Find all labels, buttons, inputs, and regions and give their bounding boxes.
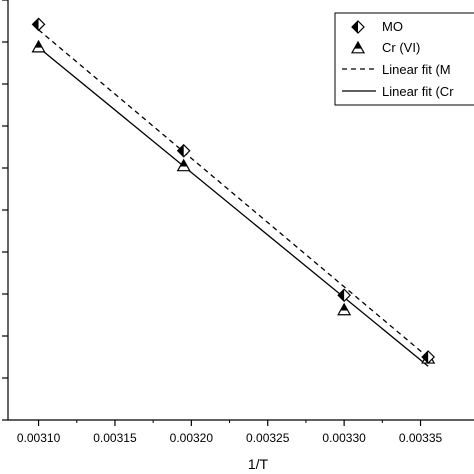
data-point-mo [176,143,191,158]
legend-label-cr: Cr (VI) [382,40,420,55]
legend-label-mo: MO [382,19,403,34]
data-point-cr [31,39,46,53]
data-point-mo [337,288,351,303]
legend-swatch-mo [351,20,365,34]
data-point-cr [337,302,352,316]
x-tick-label: 0.00310 [17,431,61,445]
x-ticks [37,420,422,426]
fit-lines [38,29,429,367]
fit-line-dashed [38,29,429,358]
data-point-cr [176,158,191,172]
legend: MO Cr (VI) Linear fit (M Linear fit (Cr [334,12,474,106]
legend-swatch-cr [350,40,366,54]
x-tick-label: 0.00320 [170,431,214,445]
x-tick-label: 0.00315 [93,431,137,445]
legend-label-dashed-fit: Linear fit (M [382,62,451,77]
x-tick-label: 0.00325 [246,431,290,445]
x-axis-title: 1/T [248,456,269,472]
y-ticks [2,0,8,421]
legend-entry-mo [351,20,365,34]
data-point-mo [421,350,436,364]
x-tick-labels: 0.00310 0.00315 0.00320 0.00325 0.00330 0.003… [17,431,443,445]
fit-line-solid [38,46,429,367]
x-tick-label: 0.00330 [322,431,366,445]
markers [31,17,436,364]
x-tick-label: 0.00335 [399,431,443,445]
legend-entry-cr [350,40,366,54]
legend-label-solid-fit: Linear fit (Cr [382,84,454,99]
data-point-mo [31,17,46,32]
